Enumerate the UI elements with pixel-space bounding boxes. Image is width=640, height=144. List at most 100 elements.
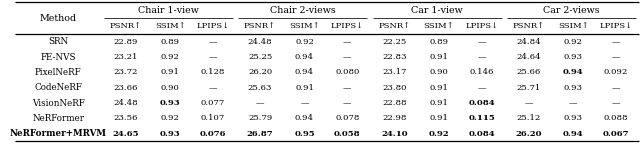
Text: 22.89: 22.89 (113, 38, 138, 46)
Text: —: — (209, 38, 217, 46)
Text: —: — (343, 38, 351, 46)
Text: 24.64: 24.64 (516, 53, 541, 61)
Text: PSNR↑: PSNR↑ (513, 22, 545, 30)
Text: —: — (256, 99, 264, 107)
Text: 23.21: 23.21 (113, 53, 138, 61)
Text: 0.92: 0.92 (295, 38, 314, 46)
Text: 26.20: 26.20 (516, 130, 542, 138)
Text: 0.084: 0.084 (468, 130, 495, 138)
Text: 23.56: 23.56 (113, 114, 138, 122)
Text: 0.94: 0.94 (295, 69, 314, 76)
Text: 0.058: 0.058 (334, 130, 360, 138)
Text: 0.95: 0.95 (294, 130, 315, 138)
Text: —: — (612, 84, 620, 92)
Text: 23.72: 23.72 (113, 69, 138, 76)
Text: 0.91: 0.91 (429, 114, 448, 122)
Text: 0.93: 0.93 (564, 84, 583, 92)
Text: 0.092: 0.092 (604, 69, 628, 76)
Text: 23.17: 23.17 (382, 69, 406, 76)
Text: —: — (525, 99, 533, 107)
Text: 22.83: 22.83 (382, 53, 406, 61)
Text: —: — (343, 84, 351, 92)
Text: —: — (343, 99, 351, 107)
Text: 24.84: 24.84 (516, 38, 541, 46)
Text: 26.87: 26.87 (247, 130, 273, 138)
Text: LPIPS↓: LPIPS↓ (600, 22, 632, 30)
Text: —: — (569, 99, 577, 107)
Text: 0.90: 0.90 (429, 69, 448, 76)
Text: 24.48: 24.48 (113, 99, 138, 107)
Text: SSIM↑: SSIM↑ (424, 22, 454, 30)
Text: 0.91: 0.91 (429, 53, 448, 61)
Text: 0.077: 0.077 (201, 99, 225, 107)
Text: PixelNeRF: PixelNeRF (35, 68, 81, 77)
Text: —: — (477, 53, 486, 61)
Text: 0.128: 0.128 (201, 69, 225, 76)
Text: LPIPS↓: LPIPS↓ (465, 22, 498, 30)
Text: 24.48: 24.48 (248, 38, 273, 46)
Text: 0.89: 0.89 (429, 38, 449, 46)
Text: 0.084: 0.084 (468, 99, 495, 107)
Text: Chair 1-view: Chair 1-view (138, 6, 199, 15)
Text: 0.92: 0.92 (564, 38, 582, 46)
Text: 0.91: 0.91 (429, 99, 448, 107)
Text: 25.66: 25.66 (516, 69, 541, 76)
Text: FE-NVS: FE-NVS (40, 53, 76, 62)
Text: 0.067: 0.067 (603, 130, 629, 138)
Text: —: — (477, 84, 486, 92)
Text: —: — (612, 99, 620, 107)
Text: 25.71: 25.71 (516, 84, 541, 92)
Text: 0.146: 0.146 (469, 69, 494, 76)
Text: 0.92: 0.92 (161, 53, 180, 61)
Text: SSIM↑: SSIM↑ (558, 22, 589, 30)
Text: —: — (612, 38, 620, 46)
Text: LPIPS↓: LPIPS↓ (331, 22, 364, 30)
Text: 22.98: 22.98 (382, 114, 406, 122)
Text: 0.93: 0.93 (564, 114, 583, 122)
Text: —: — (612, 53, 620, 61)
Text: 0.91: 0.91 (295, 84, 314, 92)
Text: VisionNeRF: VisionNeRF (32, 99, 84, 108)
Text: 0.92: 0.92 (161, 114, 180, 122)
Text: —: — (209, 53, 217, 61)
Text: Car 1-view: Car 1-view (412, 6, 463, 15)
Text: —: — (300, 99, 308, 107)
Text: 25.79: 25.79 (248, 114, 272, 122)
Text: 0.91: 0.91 (161, 69, 180, 76)
Text: 24.65: 24.65 (113, 130, 139, 138)
Text: PSNR↑: PSNR↑ (378, 22, 410, 30)
Text: 0.91: 0.91 (429, 84, 448, 92)
Text: 0.90: 0.90 (161, 84, 180, 92)
Text: 0.076: 0.076 (200, 130, 226, 138)
Text: 24.10: 24.10 (381, 130, 408, 138)
Text: 0.107: 0.107 (201, 114, 225, 122)
Text: 0.89: 0.89 (161, 38, 180, 46)
Text: SRN: SRN (48, 37, 68, 46)
Text: 23.80: 23.80 (382, 84, 406, 92)
Text: LPIPS↓: LPIPS↓ (196, 22, 229, 30)
Text: SSIM↑: SSIM↑ (289, 22, 320, 30)
Text: Chair 2-views: Chair 2-views (270, 6, 335, 15)
Text: 0.93: 0.93 (160, 99, 180, 107)
Text: NeRFormer: NeRFormer (32, 114, 84, 123)
Text: NeRFormer+MRVM: NeRFormer+MRVM (10, 129, 107, 138)
Text: 0.94: 0.94 (563, 130, 584, 138)
Text: 0.92: 0.92 (429, 130, 449, 138)
Text: 0.080: 0.080 (335, 69, 360, 76)
Text: 0.088: 0.088 (604, 114, 628, 122)
Text: 0.078: 0.078 (335, 114, 360, 122)
Text: 0.115: 0.115 (468, 114, 495, 122)
Text: —: — (209, 84, 217, 92)
Text: —: — (477, 38, 486, 46)
Text: 25.12: 25.12 (516, 114, 541, 122)
Text: SSIM↑: SSIM↑ (155, 22, 186, 30)
Text: 0.93: 0.93 (564, 53, 583, 61)
Text: PSNR↑: PSNR↑ (109, 22, 141, 30)
Text: 0.94: 0.94 (295, 53, 314, 61)
Text: CodeNeRF: CodeNeRF (35, 83, 82, 92)
Text: 25.63: 25.63 (248, 84, 272, 92)
Text: 0.94: 0.94 (563, 69, 584, 76)
Text: 22.88: 22.88 (382, 99, 406, 107)
Text: Method: Method (40, 14, 77, 23)
Text: PSNR↑: PSNR↑ (244, 22, 276, 30)
